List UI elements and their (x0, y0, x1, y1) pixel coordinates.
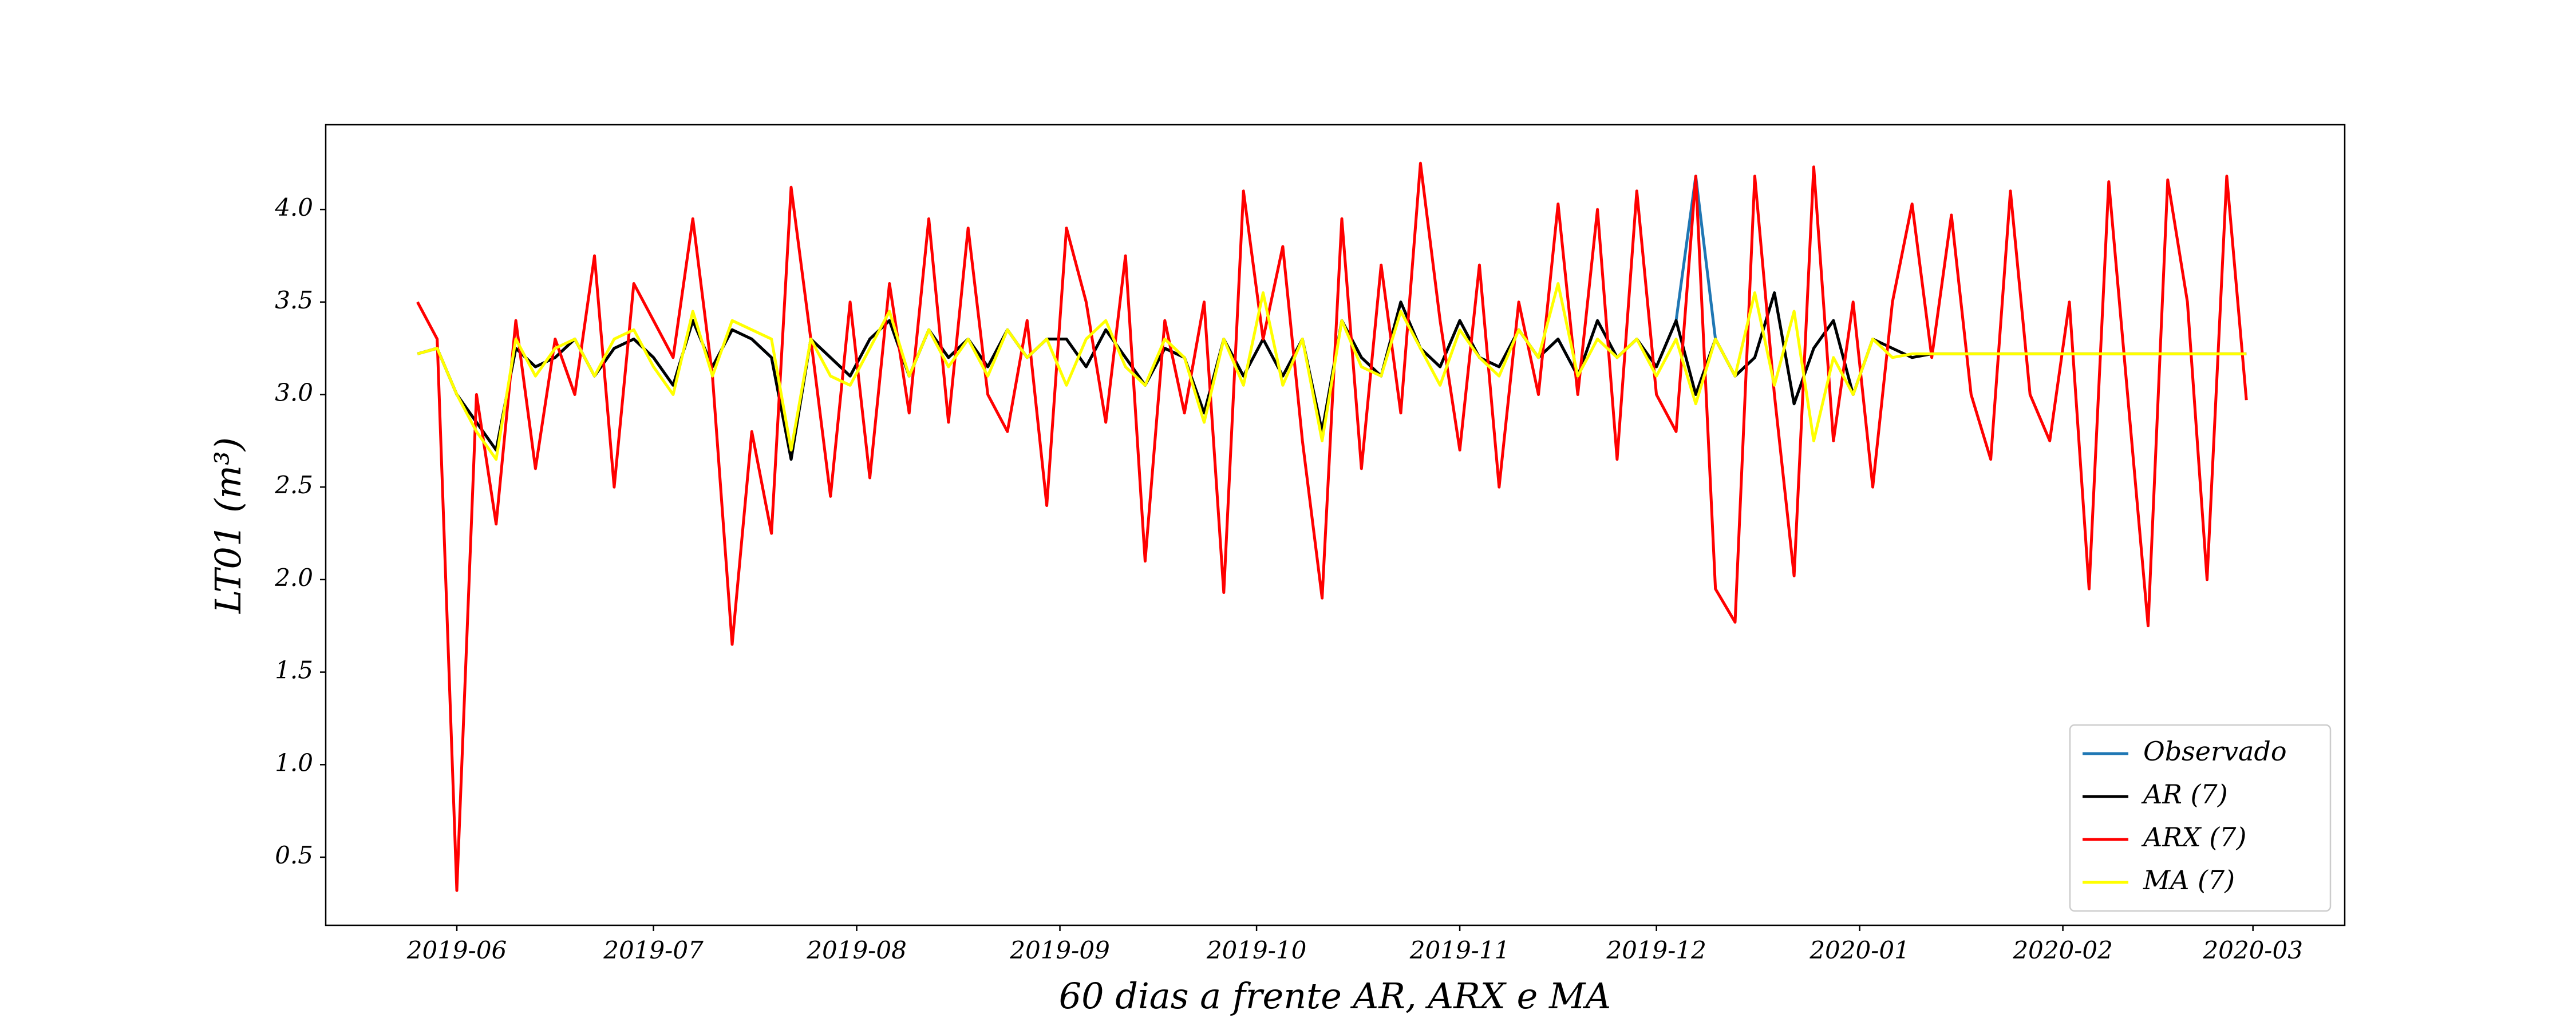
y-tick-label: 1.5 (275, 656, 313, 684)
x-tick-label: 2019-08 (806, 936, 907, 964)
x-tick-label: 2019-09 (1009, 936, 1110, 964)
legend-label: Observado (2143, 736, 2287, 767)
x-tick-label: 2019-10 (1206, 936, 1307, 964)
y-tick-label: 3.5 (275, 286, 313, 314)
legend-box (2069, 724, 2332, 912)
y-axis-label: LT01 (m³) (207, 437, 249, 614)
x-tick-label: 2020-03 (2202, 936, 2303, 964)
legend: Observado AR (7) ARX (7) MA (7) (2069, 724, 2332, 912)
legend-label: AR (7) (2141, 779, 2228, 810)
x-tick-label: 2019-07 (603, 936, 704, 964)
x-tick-label: 2019-12 (1606, 936, 1706, 964)
y-tick-label: 3.0 (275, 379, 313, 407)
x-tick-label: 2019-11 (1409, 936, 1510, 964)
legend-label: ARX (7) (2141, 822, 2246, 853)
legend-label: MA (7) (2143, 865, 2235, 896)
series-line (417, 282, 2247, 461)
y-tick-label: 1.0 (275, 748, 313, 777)
x-tick-label: 2019-06 (406, 936, 507, 964)
series-line (416, 161, 2248, 892)
y-tick-label: 4.0 (274, 193, 313, 221)
plot-frame (325, 124, 2346, 926)
x-tick-label: 2020-01 (1809, 936, 1910, 964)
x-tick-label: 2020-02 (2012, 936, 2113, 964)
x-axis-label: 60 dias a frente AR, ARX e MA (1059, 975, 1611, 1017)
y-tick-label: 2.0 (274, 564, 313, 592)
y-tick-label: 0.5 (275, 841, 313, 869)
y-tick-label: 2.5 (274, 471, 313, 499)
